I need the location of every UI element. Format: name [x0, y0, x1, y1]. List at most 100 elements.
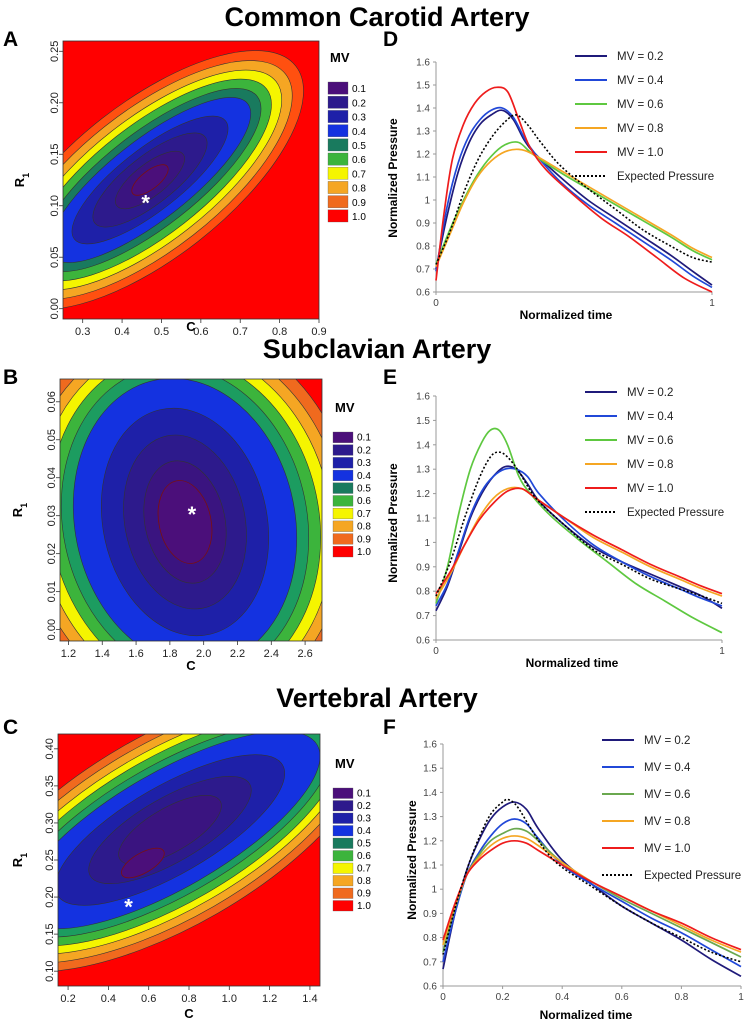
legend-swatch [332, 787, 354, 799]
y-tick-label: 1.1 [423, 861, 437, 872]
x-tick-label: 1.2 [262, 993, 277, 1005]
legend-swatch [332, 482, 354, 494]
legend-label: 0.6 [352, 155, 366, 166]
y-axis-label-f: Normalized Pressure [405, 800, 419, 920]
y-tick-label: 1.4 [416, 104, 430, 115]
legend-label: MV = 0.6 [644, 789, 690, 801]
y-tick-label: 0.7 [423, 957, 437, 968]
section-title-subclavian: Subclavian Artery [262, 334, 492, 364]
mv-legend-c: MV 0.10.2 0.30.4 0.50.6 0.70.8 0.91.0 [332, 756, 371, 912]
y-tick-label: 0.05 [46, 429, 58, 450]
y-tick-label: 0.20 [49, 92, 61, 113]
series-line [442, 798, 742, 963]
y-axis-label-d: Normalized Pressure [386, 118, 400, 238]
y-tick-label: 0.6 [416, 288, 430, 299]
y-tick-label: 1.1 [416, 173, 430, 184]
legend-swatch [327, 167, 349, 180]
legend-label: 0.2 [357, 445, 371, 456]
plot-area-d: 0.6 0.7 0.8 0.9 1 1.1 1.2 1.3 1.4 1.5 1.6 0 1 [416, 58, 715, 310]
legend-label: 0.4 [357, 471, 371, 482]
axis-ticks-b: 1.2 1.4 1.6 1.8 2.0 2.2 2.4 2.6 0.00 0.01 0.02 0.03… [46, 391, 313, 660]
legend-swatch [327, 195, 349, 208]
legend-label: 0.7 [357, 864, 371, 875]
x-axis-label-b: C [186, 658, 196, 673]
x-tick-label: 1.6 [128, 648, 143, 660]
mv-legend-b: MV 0.10.2 0.3 0.4 0.50.6 0.7 0.80.9 1.0 [332, 400, 371, 558]
x-tick-label: 1.0 [222, 993, 237, 1005]
series-line [435, 109, 713, 286]
y-tick-label: 1.5 [416, 81, 430, 92]
series-line [442, 835, 742, 953]
y-tick-label: 0.6 [423, 982, 437, 993]
y-tick-label: 0.00 [49, 298, 61, 319]
x-tick-label: 2.0 [196, 648, 211, 660]
x-tick-label: 0.6 [615, 992, 629, 1003]
x-tick-label: 0 [440, 992, 446, 1003]
x-tick-label: 2.6 [297, 648, 312, 660]
legend-label: 0.6 [357, 496, 371, 507]
y-tick-label: 0.02 [46, 543, 58, 564]
y-tick-label: 0.40 [44, 738, 56, 759]
series-line [435, 86, 713, 293]
y-tick-label: 0.15 [44, 923, 56, 944]
x-tick-label: 0.8 [272, 326, 287, 338]
legend-label: 0.5 [357, 484, 371, 495]
legend-swatch [332, 812, 354, 824]
legend-swatch [332, 431, 354, 443]
optimum-marker-b: * [188, 502, 197, 527]
contour-chart-a: 0.3 0.4 0.5 0.6 0.7 0.8 0.9 0.00 0.05 0.10 0.15 0.2… [12, 41, 366, 338]
y-tick-label: 0.10 [49, 195, 61, 216]
x-axis-label-a: C [186, 319, 196, 334]
legend-swatch [327, 96, 349, 109]
y-tick-label: 0.9 [416, 219, 430, 230]
optimum-marker-c: * [124, 894, 133, 919]
legend-label: MV = 0.2 [627, 387, 673, 399]
x-tick-label: 0.2 [496, 992, 510, 1003]
y-tick-label: 0.01 [46, 581, 58, 602]
x-tick-label: 0.4 [114, 326, 129, 338]
y-tick-label: 0.04 [46, 467, 58, 488]
x-tick-label: 1 [719, 646, 725, 657]
x-tick-label: 0 [433, 298, 439, 309]
y-tick-label: 0.20 [44, 886, 56, 907]
series-line [435, 106, 713, 289]
legend-title: MV [335, 756, 355, 771]
y-tick-label: 1 [424, 196, 430, 207]
contour-chart-b: 1.2 1.4 1.6 1.8 2.0 2.2 2.4 2.6 0.00 0.01 0.02 0.03… [10, 378, 371, 673]
y-tick-label: 0.06 [46, 391, 58, 412]
legend-label: 0.9 [352, 198, 366, 209]
series-legend-d: MV = 0.2 MV = 0.4 MV = 0.6 MV = 0.8 MV = 1.0… [575, 51, 714, 183]
panel-letter-e: E [383, 366, 398, 389]
y-tick-label: 0.8 [423, 933, 437, 944]
optimum-marker-a: * [141, 191, 150, 216]
x-tick-label: 0.7 [233, 326, 248, 338]
x-axis-label-c: C [184, 1006, 194, 1021]
legend-label: 0.7 [352, 169, 366, 180]
y-tick-label: 1.2 [416, 150, 430, 161]
legend-label: MV = 0.6 [627, 435, 673, 447]
x-axis-label-e: Normalized time [526, 656, 619, 670]
legend-label: Expected Pressure [644, 870, 741, 882]
x-axis-label-f: Normalized time [540, 1008, 633, 1022]
legend-label: 0.2 [357, 801, 371, 812]
legend-label: MV = 0.2 [644, 735, 690, 747]
legend-label: MV = 0.4 [644, 762, 691, 774]
y-tick-label: 0.8 [416, 242, 430, 253]
x-tick-label: 0.8 [181, 993, 196, 1005]
legend-label: 1.0 [357, 547, 371, 558]
series-line [435, 451, 723, 605]
y-tick-label: 0.03 [46, 505, 58, 526]
legend-label: 0.6 [357, 851, 371, 862]
line-chart-f: 0.6 0.7 0.8 0.9 1 1.1 1.2 1.3 1.4 1.5 1.6 0 0.2 0.4 0.… [405, 735, 744, 1022]
legend-swatch [332, 508, 354, 520]
series-line [442, 801, 742, 978]
series-line [442, 839, 742, 951]
legend-label: 0.3 [357, 814, 371, 825]
legend-swatch [327, 209, 349, 223]
legend-label: MV = 0.4 [627, 411, 674, 423]
legend-swatch [332, 837, 354, 849]
x-tick-label: 0.6 [141, 993, 156, 1005]
legend-title: MV [335, 400, 355, 415]
mv-legend-a: MV 0.1 0.2 0.3 0.4 0.5 0.6 0.7 0.8 0.9 1.0 [327, 50, 366, 223]
contour-field-b [60, 379, 322, 641]
